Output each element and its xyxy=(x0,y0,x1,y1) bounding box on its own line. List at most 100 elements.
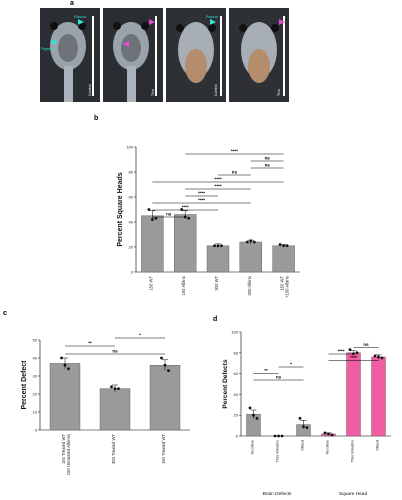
significance-label: **** xyxy=(214,184,221,189)
data-point xyxy=(187,216,191,220)
data-point xyxy=(163,363,167,367)
data-point xyxy=(285,244,289,248)
y-tick-label: 50 xyxy=(33,338,38,343)
annotation-round: Round xyxy=(206,14,218,19)
data-point xyxy=(220,244,223,248)
data-point xyxy=(280,434,284,438)
data-point xyxy=(305,426,309,430)
photo-label: Thio xyxy=(277,89,281,96)
y-tick-label: 10 xyxy=(33,410,38,415)
data-point xyxy=(245,240,249,244)
data-point xyxy=(252,240,256,244)
significance-label: ns xyxy=(112,349,118,354)
significance-label: ns xyxy=(363,342,369,347)
x-tick-label: 300 Albino xyxy=(247,275,252,295)
data-point xyxy=(113,387,117,390)
y-tick-label: 0 xyxy=(236,434,239,439)
x-tick-label: 150 Untreated Albinos xyxy=(66,434,71,475)
y-tick-label: 60 xyxy=(234,371,239,376)
x-tick-label: Mixed xyxy=(375,440,380,451)
x-tick-label: Thio Kinetire xyxy=(275,439,280,462)
data-point xyxy=(355,351,359,355)
annotation-round: Round xyxy=(74,14,86,19)
significance-label: ** xyxy=(264,368,268,373)
significance-label: **** xyxy=(182,205,189,210)
x-tick-label: 150 Treated WT xyxy=(61,434,66,464)
data-point xyxy=(282,244,285,248)
x-tick-label: 150 WT xyxy=(280,276,285,291)
significance-label: * xyxy=(139,333,141,338)
tadpole-photo-thio-dorsal: Thio xyxy=(103,8,163,102)
data-point xyxy=(302,425,305,429)
panel-letter-b: b xyxy=(94,115,99,122)
bar xyxy=(371,356,386,437)
x-tick-label: Nicotine xyxy=(250,439,255,454)
panel-letter-c: c xyxy=(3,310,7,317)
chart-d-svg: 0 20 40 60 80 100 Percent Defects Nicotine Thio … xyxy=(222,330,391,497)
x-tick-label: Thio Kinetire xyxy=(350,439,355,462)
significance-label: ** xyxy=(88,341,92,346)
y-tick-label: 100 xyxy=(126,145,133,150)
data-point xyxy=(273,434,277,438)
bar xyxy=(272,245,295,273)
y-tick-label: 80 xyxy=(234,350,239,355)
data-point xyxy=(252,413,255,417)
data-point xyxy=(380,356,384,360)
data-point xyxy=(213,244,216,248)
data-point xyxy=(373,354,377,358)
tadpole-photo-thio-ventral: Thio xyxy=(229,8,289,102)
bar xyxy=(99,388,131,431)
data-point xyxy=(117,387,120,390)
tadpole-photo-control-dorsal: Round Pigment Control xyxy=(40,8,100,102)
tadpole-image xyxy=(229,8,289,102)
data-point xyxy=(323,431,327,435)
significance-label: **** xyxy=(198,198,205,203)
significance-label: ns xyxy=(232,170,238,175)
bar xyxy=(206,245,230,273)
data-point xyxy=(277,434,280,438)
y-axis-label: Percent Defects xyxy=(222,359,229,409)
y-tick-label: 40 xyxy=(129,220,134,225)
data-point xyxy=(249,239,253,243)
significance-label: * xyxy=(290,362,292,367)
significance-label: **** xyxy=(198,191,205,196)
data-point xyxy=(147,208,151,211)
annotation-pigment: Pigment xyxy=(41,46,56,51)
data-point xyxy=(110,385,113,389)
y-tick-label: 20 xyxy=(129,245,134,250)
data-point xyxy=(248,406,252,410)
data-point xyxy=(352,352,355,356)
y-tick-label: 40 xyxy=(33,356,38,361)
significance-label: ns xyxy=(276,375,282,380)
bar xyxy=(149,365,181,431)
photo-label: Thio xyxy=(151,89,155,96)
y-tick-label: 60 xyxy=(129,195,134,200)
data-point xyxy=(255,416,259,420)
y-tick-label: 20 xyxy=(33,392,38,397)
significance-label: ns xyxy=(265,163,271,168)
bar xyxy=(346,352,361,437)
data-point xyxy=(298,416,302,420)
photo-label: Control xyxy=(88,84,92,96)
data-point xyxy=(63,363,67,367)
x-tick-label: 300 Treated WT xyxy=(111,434,116,464)
data-point xyxy=(151,218,154,221)
y-tick-label: 100 xyxy=(231,330,238,335)
data-point xyxy=(278,243,282,246)
significance-label: **** xyxy=(231,149,238,154)
x-tick-label: Mixed xyxy=(300,440,305,451)
data-point xyxy=(327,432,330,436)
group-label: Brain Defects xyxy=(263,491,292,497)
y-tick-label: 80 xyxy=(129,170,134,175)
data-point xyxy=(377,355,380,359)
data-point xyxy=(154,216,158,220)
tadpole-photo-control-ventral: Round Control xyxy=(166,8,226,102)
significance-label: ns xyxy=(265,156,271,161)
x-tick-label: 150 Treated WT xyxy=(161,434,166,464)
y-tick-label: 0 xyxy=(35,428,38,433)
bar xyxy=(239,241,263,273)
panel-letter-a: a xyxy=(70,0,74,7)
data-point xyxy=(67,367,70,371)
significance-label: **** xyxy=(337,349,344,354)
